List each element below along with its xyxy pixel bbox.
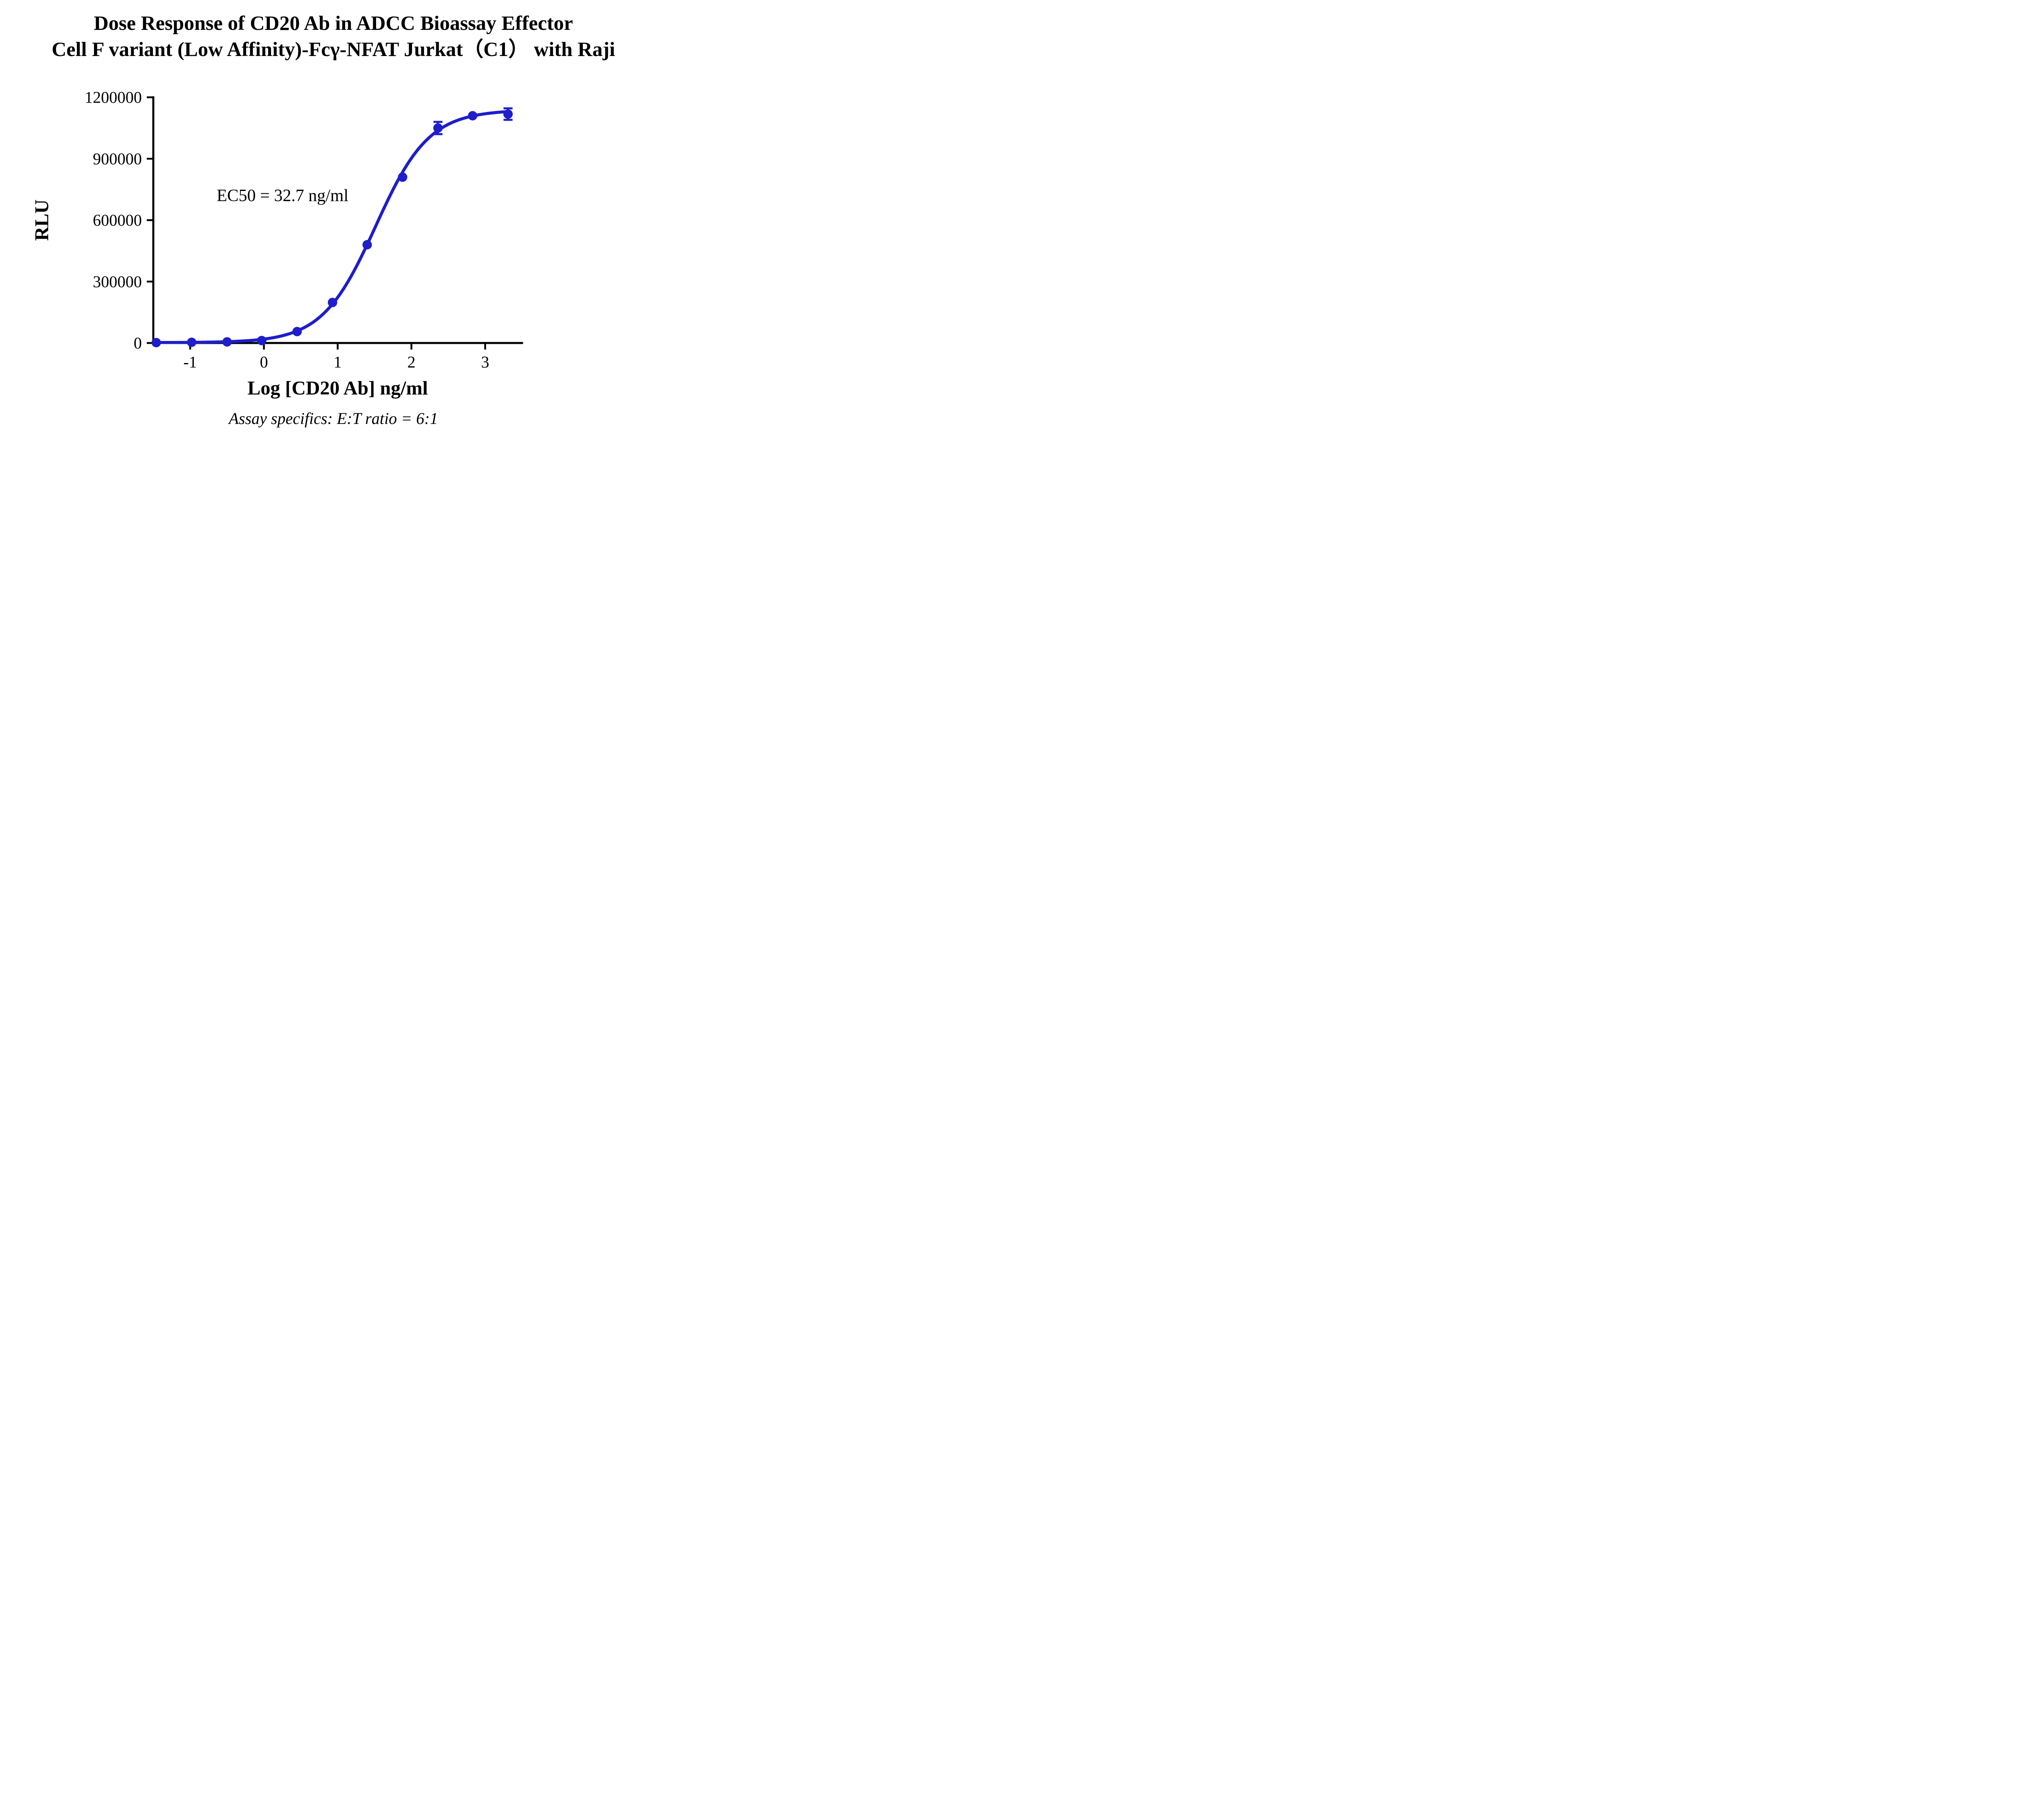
- assay-note: Assay specifics: E:T ratio = 6:1: [229, 409, 438, 428]
- fit-curve: [155, 110, 509, 344]
- data-point: [151, 338, 161, 347]
- y-tick-label: 300000: [93, 272, 142, 291]
- data-point: [362, 240, 372, 250]
- y-tick-label: 1200000: [85, 88, 142, 107]
- x-tick-label: 0: [260, 353, 268, 371]
- y-tick-label: 0: [134, 334, 142, 352]
- figure-page: Dose Response of CD20 Ab in ADCC Bioassa…: [0, 0, 667, 450]
- chart-title: Dose Response of CD20 Ab in ADCC Bioassa…: [0, 10, 667, 62]
- x-axis-title: Log [CD20 Ab] ng/ml: [247, 377, 428, 399]
- data-point: [327, 298, 337, 307]
- data-point: [503, 109, 513, 119]
- chart-title-line1: Dose Response of CD20 Ab in ADCC Bioassa…: [94, 11, 573, 34]
- y-tick-label: 900000: [93, 150, 142, 168]
- y-axis-title: RLU: [31, 200, 53, 241]
- data-point: [187, 337, 197, 347]
- axes-frame: [152, 96, 523, 344]
- data-point: [468, 111, 477, 121]
- y-tick-label: 600000: [93, 211, 142, 229]
- data-point: [292, 327, 302, 336]
- x-tick-label: 2: [407, 353, 415, 371]
- data-point: [257, 336, 267, 345]
- data-point: [433, 123, 443, 133]
- x-tick-label: -1: [184, 353, 197, 371]
- chart-title-line2: Cell F variant (Low Affinity)-Fcγ-NFAT J…: [52, 38, 615, 61]
- x-tick-label: 3: [481, 353, 489, 371]
- dose-response-plot: 0 300000 600000 900000 1200000 -1 0 1 2 3 RLU Log […: [31, 88, 523, 399]
- x-tick-label: 1: [334, 353, 342, 371]
- data-point: [398, 172, 408, 182]
- ec50-annotation: EC50 = 32.7 ng/ml: [217, 186, 348, 205]
- data-point: [222, 337, 232, 347]
